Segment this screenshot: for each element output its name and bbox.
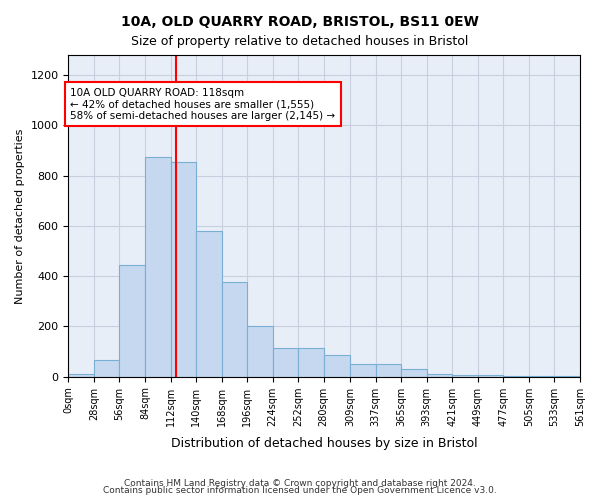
Text: Size of property relative to detached houses in Bristol: Size of property relative to detached ho…: [131, 35, 469, 48]
Bar: [94, 360, 119, 376]
Bar: [170, 162, 196, 376]
Text: 10A, OLD QUARRY ROAD, BRISTOL, BS11 0EW: 10A, OLD QUARRY ROAD, BRISTOL, BS11 0EW: [121, 15, 479, 29]
Bar: [196, 231, 221, 376]
X-axis label: Distribution of detached houses by size in Bristol: Distribution of detached houses by size …: [171, 437, 478, 450]
Bar: [247, 326, 272, 376]
Bar: [272, 348, 298, 376]
Bar: [401, 369, 427, 376]
Bar: [145, 157, 170, 376]
Bar: [298, 348, 324, 376]
Bar: [427, 374, 452, 376]
Bar: [221, 282, 247, 376]
Bar: [350, 364, 376, 376]
Bar: [119, 265, 145, 376]
Bar: [68, 374, 94, 376]
Bar: [324, 356, 350, 376]
Text: Contains public sector information licensed under the Open Government Licence v3: Contains public sector information licen…: [103, 486, 497, 495]
Text: Contains HM Land Registry data © Crown copyright and database right 2024.: Contains HM Land Registry data © Crown c…: [124, 478, 476, 488]
Bar: [376, 364, 401, 376]
Y-axis label: Number of detached properties: Number of detached properties: [15, 128, 25, 304]
Bar: [452, 374, 478, 376]
Text: 10A OLD QUARRY ROAD: 118sqm
← 42% of detached houses are smaller (1,555)
58% of : 10A OLD QUARRY ROAD: 118sqm ← 42% of det…: [70, 88, 335, 121]
